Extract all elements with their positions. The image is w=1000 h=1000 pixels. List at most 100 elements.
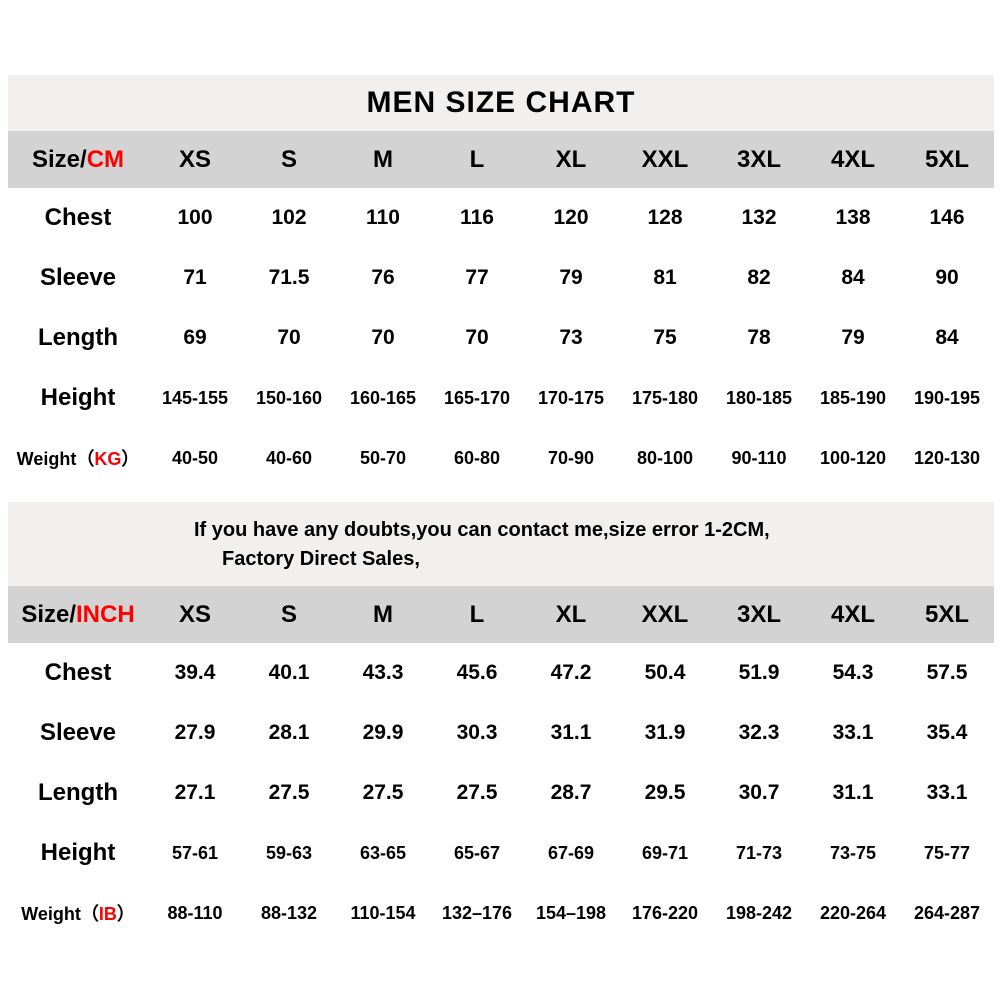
label-text-suffix: ） — [116, 904, 135, 924]
cell-value: 51.9 — [738, 661, 780, 684]
cell-value: 116 — [460, 206, 494, 229]
row-label-weight-inch: Weight（IB） — [8, 883, 148, 943]
label-text: Weight（ — [16, 449, 95, 469]
cell-value: 150-160 — [255, 387, 323, 408]
cell-value: 40-60 — [265, 447, 313, 468]
table-row-chest-inch: Chest 39.4 40.1 43.3 45.6 47.2 50.4 51.9 54.3 57.… — [8, 643, 994, 703]
cell-value: 65-67 — [453, 842, 501, 863]
cell-value: 50.4 — [644, 661, 686, 684]
size-column-header-3xl: 3XL — [736, 600, 781, 628]
cell-value: 43.3 — [362, 661, 404, 684]
row-label-chest-inch: Chest — [8, 643, 148, 703]
size-column-header-s: S — [280, 145, 297, 173]
label-text: Weight（ — [21, 904, 99, 924]
cell-value: 73-75 — [829, 842, 877, 863]
label-text: Height — [40, 839, 116, 866]
cell-value: 154–198 — [535, 902, 607, 923]
label-red-text: CM — [86, 145, 125, 173]
cell-value: 28.1 — [268, 721, 310, 744]
title-band: MEN SIZE CHART — [8, 75, 994, 131]
cell-value: 76 — [371, 266, 395, 289]
label-text: Size/ — [21, 600, 77, 628]
row-label-weight-cm: Weight（KG） — [8, 428, 148, 488]
label-text: Length — [38, 324, 118, 351]
cell-value: 128 — [647, 206, 683, 229]
cell-value: 79 — [841, 326, 865, 349]
cell-value: 32.3 — [738, 721, 780, 744]
row-label-sleeve-cm: Sleeve — [8, 248, 148, 308]
page-title: MEN SIZE CHART — [366, 86, 636, 119]
label-text: Chest — [44, 659, 112, 686]
cell-value: 29.5 — [644, 781, 686, 804]
cell-value: 132–176 — [441, 902, 513, 923]
table-row-height-inch: Height 57-61 59-63 63-65 65-67 67-69 69-71 71-7… — [8, 823, 994, 883]
cell-value: 30.7 — [738, 781, 780, 804]
cell-value: 57-61 — [171, 842, 219, 863]
cell-value: 69-71 — [641, 842, 689, 863]
cell-value: 110 — [366, 206, 400, 229]
cell-value: 120-130 — [913, 447, 981, 468]
cell-value: 70-90 — [547, 447, 595, 468]
row-label-height-cm: Height — [8, 368, 148, 428]
cell-value: 100-120 — [819, 447, 887, 468]
label-text: Height — [40, 384, 116, 411]
cell-value: 77 — [465, 266, 489, 289]
cell-value: 185-190 — [819, 387, 887, 408]
size-column-header-xxl: XXL — [641, 145, 689, 173]
cell-value: 198-242 — [725, 902, 793, 923]
size-column-header-5xl: 5XL — [924, 145, 969, 173]
cell-value: 30.3 — [456, 721, 498, 744]
cell-value: 75 — [653, 326, 677, 349]
cell-value: 59-63 — [265, 842, 313, 863]
size-column-header-xs: XS — [178, 145, 211, 173]
label-text: Sleeve — [39, 264, 117, 291]
cell-value: 35.4 — [926, 721, 968, 744]
row-label-length-inch: Length — [8, 763, 148, 823]
cell-value: 138 — [835, 206, 871, 229]
size-column-header-xs: XS — [178, 600, 211, 628]
cell-value: 75-77 — [923, 842, 971, 863]
cell-value: 57.5 — [926, 661, 968, 684]
size-column-header-m: M — [373, 145, 393, 173]
cell-value: 69 — [183, 326, 207, 349]
cell-value: 71-73 — [735, 842, 783, 863]
note-line-1: If you have any doubts,you can contact m… — [194, 519, 770, 541]
cell-value: 31.1 — [550, 721, 592, 744]
note-band: If you have any doubts,you can contact m… — [8, 502, 994, 586]
size-column-header-l: L — [469, 600, 485, 628]
section-divider — [8, 488, 994, 502]
size-unit-header-cm: Size/CM — [8, 131, 148, 188]
cell-value: 27.5 — [362, 781, 404, 804]
size-table-cm-header-row: Size/CM XS S M L XL XXL 3XL 4XL 5XL — [8, 131, 994, 188]
label-text-suffix: ） — [121, 449, 140, 469]
cell-value: 29.9 — [362, 721, 404, 744]
table-row-length-inch: Length 27.1 27.5 27.5 27.5 28.7 29.5 30.7 31.1 33… — [8, 763, 994, 823]
note-line-2: Factory Direct Sales, — [222, 548, 420, 570]
size-column-header-4xl: 4XL — [830, 600, 875, 628]
size-unit-header-inch: Size/INCH — [8, 586, 148, 643]
cell-value: 84 — [935, 326, 959, 349]
cell-value: 54.3 — [832, 661, 874, 684]
cell-value: 50-70 — [359, 447, 407, 468]
cell-value: 81 — [653, 266, 677, 289]
label-text: Sleeve — [39, 719, 117, 746]
cell-value: 27.5 — [268, 781, 310, 804]
table-row-height-cm: Height 145-155 150-160 160-165 165-170 170-17… — [8, 368, 994, 428]
size-column-header-s: S — [280, 600, 297, 628]
cell-value: 67-69 — [547, 842, 595, 863]
cell-value: 90-110 — [731, 447, 787, 468]
cell-value: 63-65 — [359, 842, 407, 863]
row-label-length-cm: Length — [8, 308, 148, 368]
cell-value: 27.1 — [174, 781, 216, 804]
cell-value: 145-155 — [161, 387, 229, 408]
size-column-header-3xl: 3XL — [736, 145, 781, 173]
table-row-length-cm: Length 69 70 70 70 73 75 78 79 84 — [8, 308, 994, 368]
cell-value: 176-220 — [631, 902, 699, 923]
cell-value: 120 — [553, 206, 589, 229]
size-column-header-m: M — [373, 600, 393, 628]
cell-value: 190-195 — [913, 387, 981, 408]
cell-value: 82 — [747, 266, 771, 289]
size-table-inch: Size/INCH XS S M L XL XXL 3XL 4XL 5XL Chest 39.4 40… — [8, 586, 994, 943]
cell-value: 27.5 — [456, 781, 498, 804]
